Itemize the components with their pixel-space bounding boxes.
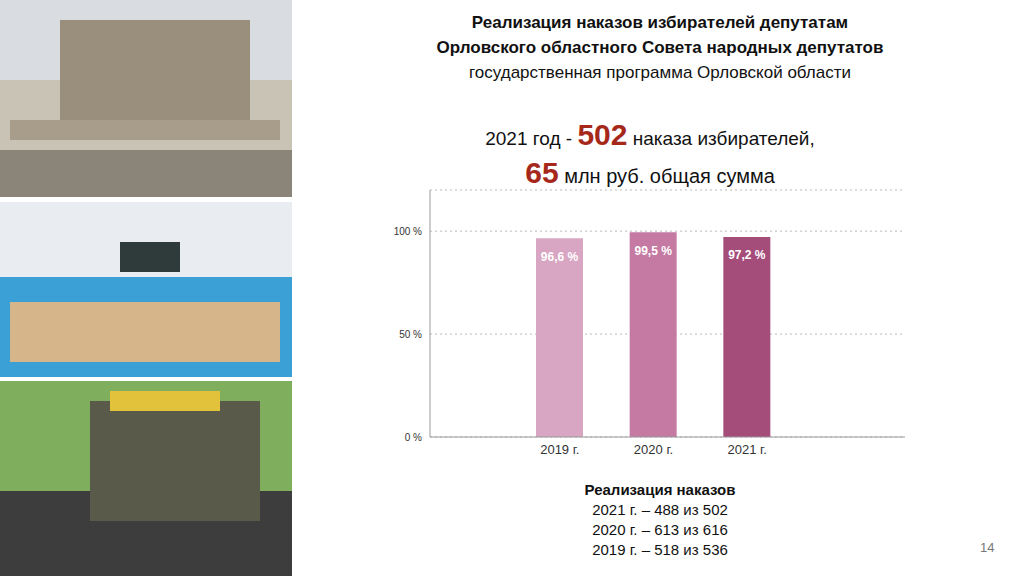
html-text:65 млн руб. общая сумма: 65 млн руб. общая сумма [525,156,775,189]
svg-text:2020 г.: 2020 г. [634,442,673,457]
svg-text:2019 г.: 2019 г. [540,442,579,457]
svg-text:97,2 %: 97,2 % [728,248,766,262]
svg-text:99,5 %: 99,5 % [634,244,672,258]
html-text:2019 г. – 518 из 536: 2019 г. – 518 из 536 [592,541,728,558]
svg-text:50 %: 50 % [399,329,422,340]
svg-text:2021 г.: 2021 г. [728,442,767,457]
html-text:14: 14 [980,540,995,555]
svg-text:96,6 %: 96,6 % [541,250,579,264]
html-text:2020 г. – 613 из 616: 2020 г. – 613 из 616 [592,521,728,538]
html-text:2021 г. – 488 из 502: 2021 г. – 488 из 502 [592,501,728,518]
svg-text:0 %: 0 % [405,432,422,443]
html-text:Реализация наказов избирателей: Реализация наказов избирателей депутатам [471,13,849,32]
html-text:Орловского областного Совета н: Орловского областного Совета народных де… [436,38,884,57]
svg-text:100 %: 100 % [394,226,422,237]
html-text:государственная программа Орло: государственная программа Орловской обла… [469,63,851,82]
html-text:Реализация наказов: Реализация наказов [584,481,736,498]
html-text:2021 год -502наказа избирателе: 2021 год -502наказа избирателей, [485,118,815,151]
